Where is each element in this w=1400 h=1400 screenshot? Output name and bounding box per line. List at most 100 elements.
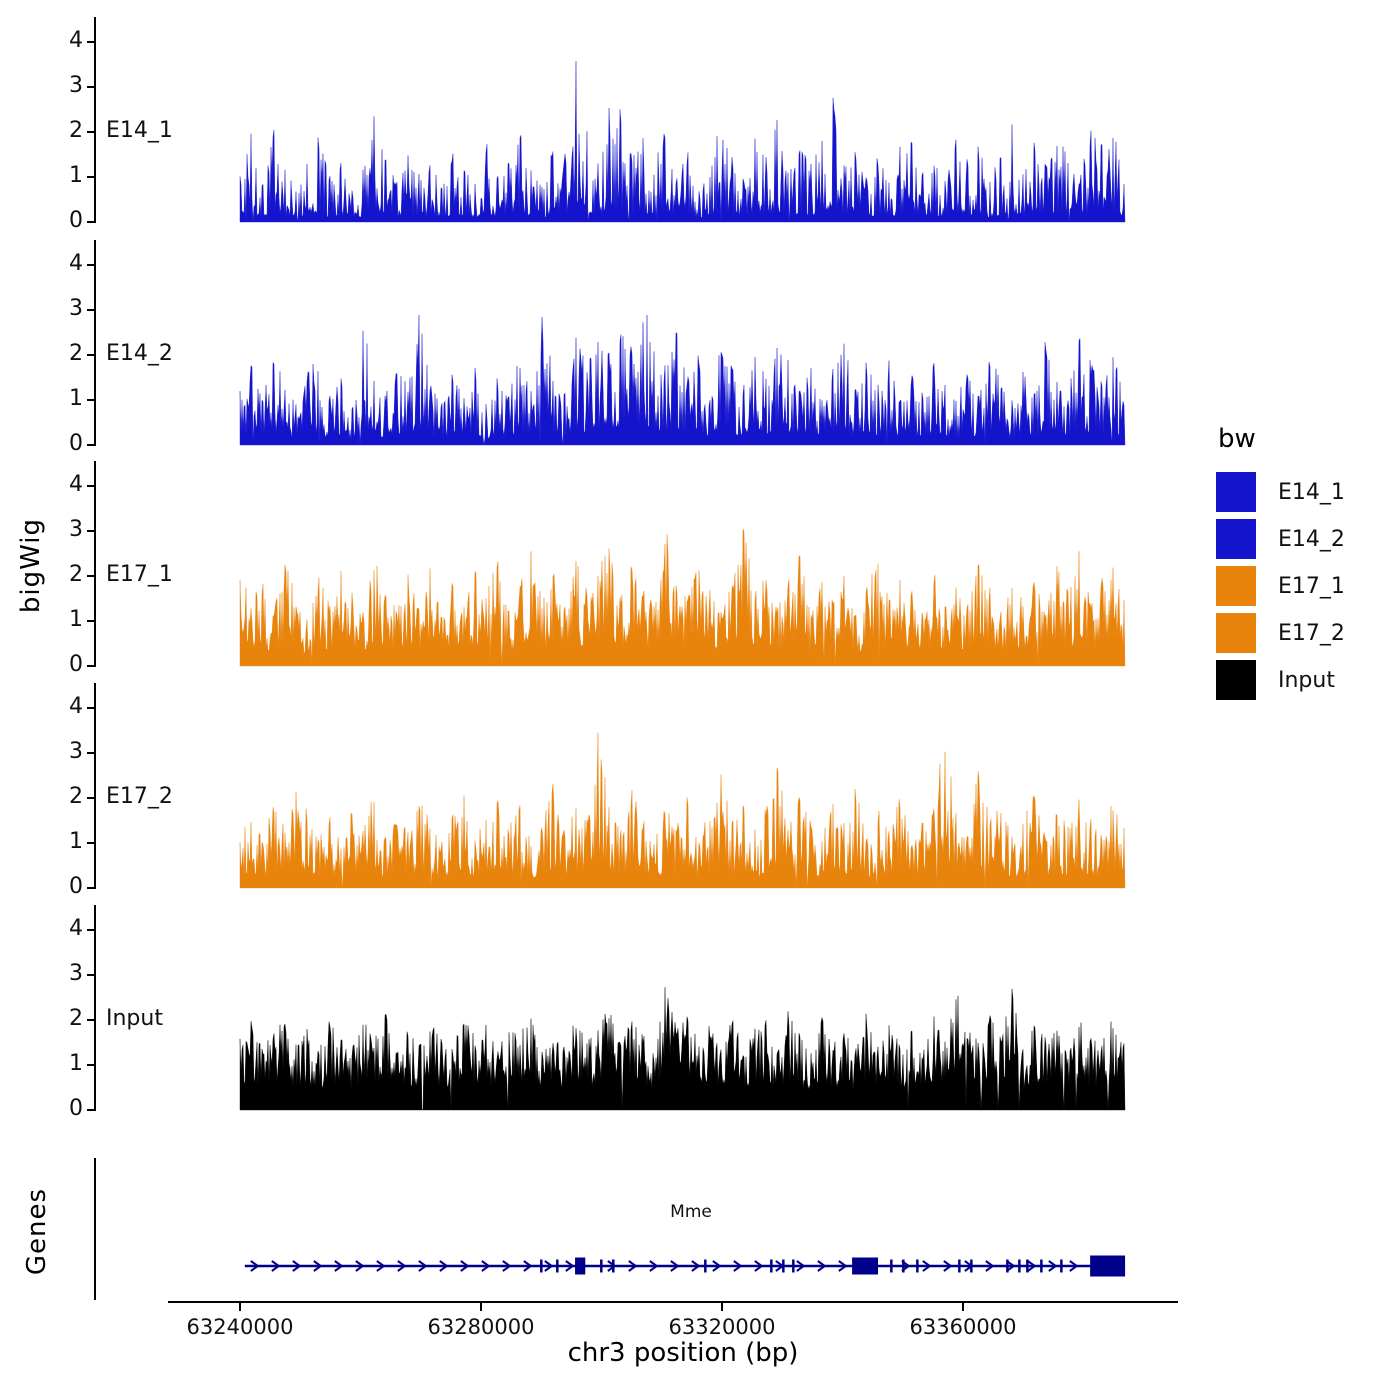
strand-arrow-icon xyxy=(271,1260,281,1272)
legend-entry: E17_1 xyxy=(1216,566,1345,606)
strand-arrow-icon xyxy=(985,1260,995,1272)
strand-arrow-icon xyxy=(292,1260,302,1272)
strand-arrow-icon xyxy=(418,1260,428,1272)
x-tick-label: 63320000 xyxy=(668,1315,776,1339)
strand-arrow-icon xyxy=(817,1260,827,1272)
y-tick-label: 3 xyxy=(69,517,83,542)
track-label-E17_1: E17_1 xyxy=(106,562,173,587)
strand-arrow-icon xyxy=(607,1260,617,1272)
exon-rect xyxy=(970,1259,973,1273)
legend-entry: Input xyxy=(1216,660,1345,700)
strand-arrow-icon xyxy=(502,1260,512,1272)
exon-rect xyxy=(890,1259,893,1273)
genes-axis-title: Genes xyxy=(22,1188,52,1276)
y-tick-label: 2 xyxy=(69,784,83,809)
legend-swatch xyxy=(1216,566,1256,606)
exon-rect xyxy=(540,1259,543,1273)
exon-rect xyxy=(575,1257,586,1275)
y-tick-label: 0 xyxy=(69,431,83,456)
signal-area-Input xyxy=(239,987,1126,1111)
signal-area-E14_2 xyxy=(239,314,1126,446)
strand-arrow-icon xyxy=(1027,1260,1037,1272)
y-tick-label: 4 xyxy=(69,916,83,941)
strand-arrow-icon xyxy=(1069,1260,1079,1272)
y-tick-label: 3 xyxy=(69,739,83,764)
track-label-E17_2: E17_2 xyxy=(106,784,173,809)
y-tick-label: 0 xyxy=(69,874,83,899)
exon-rect xyxy=(612,1259,615,1273)
strand-arrow-icon xyxy=(397,1260,407,1272)
y-tick-label: 1 xyxy=(69,1051,83,1076)
legend-swatch xyxy=(1216,613,1256,653)
signal-area-E17_2 xyxy=(239,732,1126,889)
x-tick-label: 63280000 xyxy=(427,1315,535,1339)
x-axis-title: chr3 position (bp) xyxy=(567,1338,799,1368)
strand-arrow-icon xyxy=(250,1260,260,1272)
legend-entry: E14_2 xyxy=(1216,519,1345,559)
exon-rect xyxy=(1018,1259,1021,1273)
y-tick-label: 2 xyxy=(69,562,83,587)
legend-entries: E14_1 E14_2 E17_1 E17_2 Input xyxy=(1216,472,1345,700)
signal-area-E14_1 xyxy=(239,60,1126,223)
strand-arrow-icon xyxy=(1006,1260,1016,1272)
legend-entry: E14_1 xyxy=(1216,472,1345,512)
track-label-Input: Input xyxy=(106,1006,163,1031)
x-tick-label: 63360000 xyxy=(909,1315,1017,1339)
y-tick-label: 0 xyxy=(69,208,83,233)
y-tick-label: 2 xyxy=(69,341,83,366)
strand-arrow-icon xyxy=(313,1260,323,1272)
strand-arrow-icon xyxy=(670,1260,680,1272)
exon-rect xyxy=(958,1259,961,1273)
strand-arrow-icon xyxy=(523,1260,533,1272)
strand-arrow-icon xyxy=(481,1260,491,1272)
legend: bw E14_1 E14_2 E17_1 E17_2 Input xyxy=(1216,424,1345,707)
legend-label: E14_2 xyxy=(1278,526,1345,552)
strand-arrow-icon xyxy=(754,1260,764,1272)
strand-arrow-icon xyxy=(922,1260,932,1272)
strand-arrow-icon xyxy=(1048,1260,1058,1272)
track-label-E14_1: E14_1 xyxy=(106,118,173,143)
strand-arrow-icon xyxy=(733,1260,743,1272)
strand-arrow-icon xyxy=(691,1260,701,1272)
y-tick-label: 4 xyxy=(69,472,83,497)
legend-label: Input xyxy=(1278,667,1335,693)
strand-arrow-icon xyxy=(649,1260,659,1272)
strand-arrow-icon xyxy=(334,1260,344,1272)
y-tick-label: 1 xyxy=(69,829,83,854)
signal-area-E17_1 xyxy=(239,528,1126,667)
exon-rect xyxy=(704,1259,707,1273)
strand-arrow-icon xyxy=(712,1260,722,1272)
exon-rect xyxy=(1090,1255,1126,1277)
track-label-E14_2: E14_2 xyxy=(106,341,173,366)
y-tick-label: 4 xyxy=(69,28,83,53)
y-tick-label: 4 xyxy=(69,251,83,276)
strand-arrow-icon xyxy=(943,1260,953,1272)
strand-arrow-icon xyxy=(565,1260,575,1272)
legend-entry: E17_2 xyxy=(1216,613,1345,653)
exon-rect xyxy=(782,1259,785,1273)
y-tick-label: 3 xyxy=(69,296,83,321)
strand-arrow-icon xyxy=(355,1260,365,1272)
y-tick-label: 0 xyxy=(69,1096,83,1121)
y-tick-label: 4 xyxy=(69,694,83,719)
exon-rect xyxy=(600,1259,603,1273)
legend-label: E17_1 xyxy=(1278,573,1345,599)
y-tick-label: 2 xyxy=(69,118,83,143)
legend-swatch xyxy=(1216,519,1256,559)
y-tick-label: 1 xyxy=(69,386,83,411)
exon-rect xyxy=(1060,1259,1063,1273)
y-tick-label: 1 xyxy=(69,163,83,188)
exon-rect xyxy=(770,1259,773,1273)
exon-rect xyxy=(902,1259,905,1273)
strand-arrow-icon xyxy=(628,1260,638,1272)
y-tick-label: 3 xyxy=(69,961,83,986)
y-tick-label: 3 xyxy=(69,73,83,98)
strand-arrow-icon xyxy=(376,1260,386,1272)
legend-label: E14_1 xyxy=(1278,479,1345,505)
strand-arrow-icon xyxy=(544,1260,554,1272)
exon-rect xyxy=(916,1259,919,1273)
strand-arrow-icon xyxy=(439,1260,449,1272)
legend-label: E17_2 xyxy=(1278,620,1345,646)
